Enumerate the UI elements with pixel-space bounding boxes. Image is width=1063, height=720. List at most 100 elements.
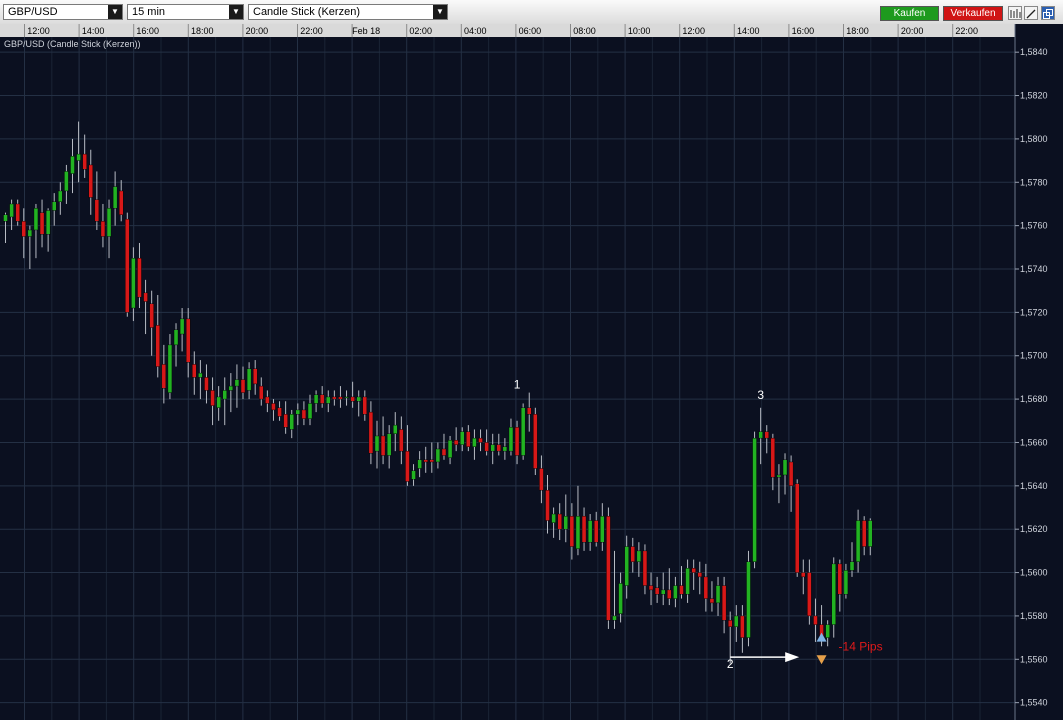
- candle-down: [606, 507, 611, 629]
- candle-body: [192, 364, 197, 378]
- candle-body: [654, 587, 660, 595]
- candle-body: [259, 385, 264, 400]
- candle-up: [447, 435, 453, 465]
- chart-style-select-value: Candle Stick (Kerzen): [253, 6, 360, 18]
- candle-body: [125, 218, 130, 313]
- candle-body: [478, 437, 483, 443]
- candle-down: [466, 425, 471, 452]
- candle-down: [801, 559, 806, 595]
- chart-toolbar: GBP/USD ▼ 15 min ▼ Candle Stick (Kerzen)…: [0, 0, 1063, 25]
- candle-down: [277, 401, 282, 421]
- candle-body: [624, 546, 629, 586]
- candle-down: [484, 429, 489, 456]
- candle-body: [520, 407, 526, 456]
- time-tick-label: Feb 18: [352, 26, 380, 36]
- candle-body: [112, 186, 118, 209]
- candle-up: [167, 334, 173, 400]
- candle-up: [636, 542, 642, 577]
- candle-down: [185, 308, 191, 378]
- chevron-down-icon[interactable]: ▼: [108, 5, 122, 19]
- candle-body: [594, 520, 599, 543]
- candle-up: [222, 377, 227, 426]
- candle-body: [527, 407, 532, 415]
- candle-down: [740, 605, 745, 653]
- candle-down: [539, 455, 544, 504]
- symbol-select-value: GBP/USD: [8, 6, 58, 18]
- candle-body: [533, 414, 538, 469]
- candle-body: [441, 448, 447, 456]
- candle-down: [204, 364, 209, 404]
- candle-body: [728, 620, 733, 627]
- candle-down: [283, 401, 288, 434]
- candle-up: [758, 407, 763, 465]
- candle-body: [161, 364, 167, 389]
- candle-body: [21, 221, 26, 237]
- sell-button[interactable]: Verkaufen: [943, 6, 1003, 21]
- candle-down: [210, 377, 215, 426]
- candle-down: [259, 377, 264, 406]
- candle-down: [100, 203, 106, 248]
- candle-body: [143, 292, 148, 302]
- bars-chart-icon[interactable]: [1008, 6, 1022, 20]
- candle-down: [788, 455, 794, 512]
- chevron-down-icon[interactable]: ▼: [433, 5, 447, 19]
- time-tick-label: 22:00: [300, 26, 323, 36]
- candle-up: [27, 225, 33, 270]
- candle-body: [472, 437, 477, 447]
- candle-down: [496, 433, 501, 456]
- candle-body: [849, 561, 855, 571]
- candle-up: [782, 453, 788, 495]
- candle-down: [654, 576, 660, 603]
- candle-body: [173, 329, 179, 346]
- candle-body: [15, 203, 20, 222]
- candle-body: [855, 520, 861, 562]
- candle-body: [642, 550, 648, 586]
- candle-up: [374, 420, 380, 469]
- candle-body: [179, 318, 185, 335]
- chart-style-select[interactable]: Candle Stick (Kerzen) ▼: [248, 4, 448, 20]
- candle-up: [295, 403, 301, 426]
- candle-body: [423, 459, 428, 463]
- candle-down: [265, 390, 270, 413]
- candle-body: [630, 546, 635, 562]
- candle-down: [137, 242, 142, 309]
- candle-body: [734, 615, 739, 627]
- candle-up: [106, 199, 112, 259]
- candle-up: [417, 451, 422, 478]
- candle-up: [855, 509, 861, 573]
- draw-line-icon[interactable]: [1024, 6, 1038, 20]
- candle-body: [271, 403, 276, 411]
- candle-down: [545, 474, 550, 534]
- candle-down: [533, 407, 538, 475]
- candle-body: [709, 598, 715, 604]
- candle-body: [307, 403, 313, 419]
- symbol-select[interactable]: GBP/USD ▼: [3, 4, 123, 20]
- candlestick-chart[interactable]: 12:00 14:00 16:00 18:00 20:00 22:00 Feb 18 02:0…: [0, 24, 1063, 720]
- candle-down: [362, 390, 368, 421]
- candle-body: [539, 468, 544, 491]
- buy-button[interactable]: Kaufen: [880, 6, 939, 21]
- candle-down: [813, 598, 818, 642]
- candle-body: [64, 171, 69, 192]
- candle-up: [563, 494, 568, 543]
- candle-up: [715, 576, 721, 616]
- candle-body: [496, 444, 501, 452]
- candle-down: [642, 544, 648, 595]
- time-tick-label: 18:00: [846, 26, 869, 36]
- candle-down: [728, 611, 733, 664]
- candle-body: [76, 153, 81, 161]
- candle-up: [173, 323, 179, 367]
- candle-up: [612, 550, 617, 629]
- candle-up: [673, 576, 678, 608]
- candle-body: [185, 318, 191, 363]
- candle-up: [246, 362, 252, 400]
- chevron-down-icon[interactable]: ▼: [229, 5, 243, 19]
- candle-up: [600, 503, 605, 551]
- candle-up: [289, 409, 294, 439]
- candle-down: [21, 208, 26, 259]
- popout-window-icon[interactable]: [1041, 6, 1055, 20]
- time-tick-label: 16:00: [136, 26, 159, 36]
- candle-down: [319, 386, 325, 408]
- interval-select[interactable]: 15 min ▼: [127, 4, 244, 20]
- candle-body: [58, 190, 63, 202]
